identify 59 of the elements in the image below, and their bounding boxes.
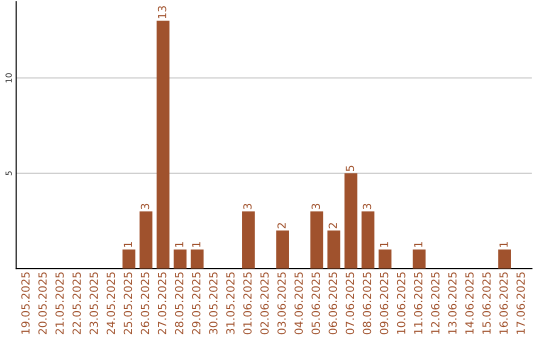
data-label: 2 bbox=[277, 223, 286, 228]
bar bbox=[174, 250, 187, 269]
x-tick-label: 19.05.2025 bbox=[21, 272, 30, 334]
x-tick-label: 29.05.2025 bbox=[192, 272, 200, 334]
data-label: 1 bbox=[500, 242, 508, 247]
data-label: 3 bbox=[140, 204, 150, 210]
x-tick-label: 04.06.2025 bbox=[294, 272, 303, 334]
bar bbox=[498, 250, 511, 269]
x-tick-label: 22.05.2025 bbox=[72, 272, 81, 334]
bar bbox=[242, 211, 255, 269]
x-tick-label: 05.06.2025 bbox=[312, 272, 320, 334]
x-tick-label: 17.06.2025 bbox=[516, 272, 525, 334]
x-tick-label: 11.06.2025 bbox=[414, 272, 422, 334]
x-tick-label: 24.05.2025 bbox=[106, 272, 116, 334]
y-tick-label: 10 bbox=[6, 73, 12, 82]
bar bbox=[412, 250, 426, 269]
x-tick-label: 14.06.2025 bbox=[465, 272, 474, 334]
bar bbox=[327, 230, 340, 269]
data-label: 1 bbox=[192, 242, 200, 247]
x-tick-label: 15.06.2025 bbox=[482, 272, 491, 334]
data-label: 1 bbox=[175, 242, 184, 247]
x-tick-label: 12.06.2025 bbox=[431, 272, 440, 334]
x-tick-label: 01.06.2025 bbox=[243, 272, 252, 334]
x-tick-label: 02.06.2025 bbox=[260, 272, 269, 334]
bar bbox=[122, 250, 136, 269]
x-tick-label: 09.06.2025 bbox=[380, 272, 388, 334]
x-tick-label: 03.06.2025 bbox=[277, 272, 286, 334]
bar bbox=[140, 211, 152, 269]
data-label: 3 bbox=[243, 204, 252, 210]
bar bbox=[378, 250, 392, 269]
x-tick-label: 16.06.2025 bbox=[499, 272, 508, 334]
x-tick-label: 13.06.2025 bbox=[448, 272, 457, 334]
bar bbox=[156, 20, 170, 269]
bar bbox=[362, 211, 374, 269]
x-tick-label: 21.05.2025 bbox=[55, 272, 64, 334]
x-tick-label: 10.06.2025 bbox=[396, 272, 406, 334]
data-label: 1 bbox=[380, 242, 388, 247]
bar bbox=[276, 230, 289, 269]
data-label: 13 bbox=[158, 6, 166, 18]
data-label: 3 bbox=[312, 204, 320, 210]
x-tick-label: 25.05.2025 bbox=[124, 272, 132, 334]
bar bbox=[344, 173, 358, 269]
data-label: 2 bbox=[328, 223, 337, 228]
x-tick-label: 31.05.2025 bbox=[226, 272, 235, 334]
x-tick-label: 27.05.2025 bbox=[158, 272, 166, 334]
data-label: 1 bbox=[414, 242, 422, 247]
x-tick-label: 08.06.2025 bbox=[362, 272, 372, 334]
data-label: 5 bbox=[346, 166, 354, 172]
x-tick-label: 28.05.2025 bbox=[174, 272, 184, 334]
x-tick-label: 30.05.2025 bbox=[209, 272, 218, 334]
data-label: 3 bbox=[362, 204, 372, 210]
x-tick-label: 20.05.2025 bbox=[38, 272, 47, 334]
bar bbox=[190, 250, 204, 269]
data-label: 1 bbox=[124, 242, 132, 247]
bar bbox=[310, 211, 324, 269]
x-tick-label: 23.05.2025 bbox=[90, 272, 98, 334]
x-tick-label: 26.05.2025 bbox=[140, 272, 150, 334]
x-tick-label: 07.06.2025 bbox=[346, 272, 354, 334]
x-tick-label: 06.06.2025 bbox=[328, 272, 338, 334]
